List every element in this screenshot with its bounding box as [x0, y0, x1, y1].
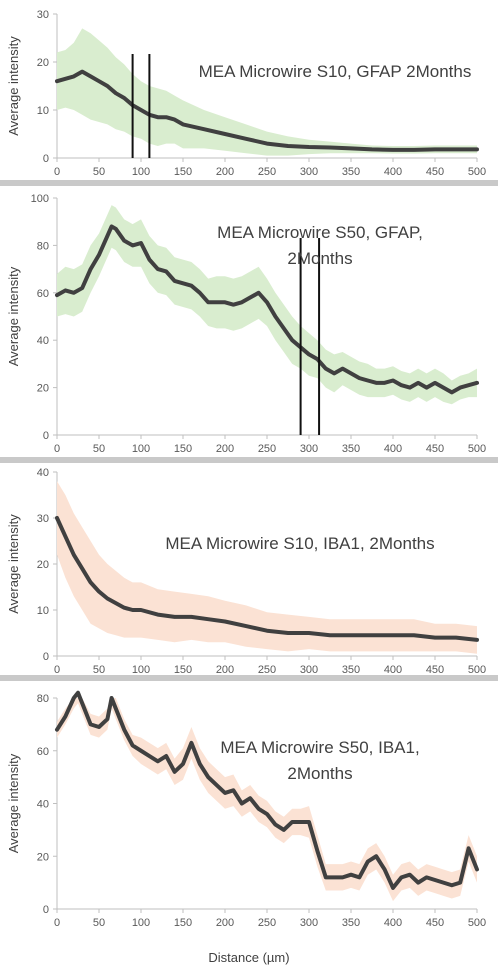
x-tick-label: 150: [174, 664, 192, 675]
chart-gfap-s50: 0 20 40 60 80 100 0 50 100 150 200 250 300 350 400 450 5…: [6, 193, 486, 455]
x-tick-label: 250: [258, 166, 276, 178]
chart-title: MEA Microwire S50, IBA1,: [220, 738, 419, 757]
x-tick-label: 300: [300, 443, 318, 455]
x-tick-label: 50: [93, 664, 105, 675]
x-tick-label: 150: [174, 166, 192, 178]
x-tick-label: 450: [426, 443, 444, 455]
y-tick-label: 20: [37, 383, 49, 395]
x-tick-label: 100: [132, 664, 150, 675]
x-tick-label: 150: [174, 917, 192, 929]
x-tick-label: 100: [132, 166, 150, 178]
y-tick-label: 0: [43, 651, 49, 663]
y-tick-label: 0: [43, 430, 49, 442]
chart-title: 2Months: [287, 764, 352, 783]
y-tick-label: 20: [37, 559, 49, 571]
x-tick-label: 400: [384, 166, 402, 178]
panel-divider: [0, 675, 498, 681]
x-tick-label: 200: [216, 664, 234, 675]
x-tick-label: 350: [342, 443, 360, 455]
x-tick-label: 400: [384, 664, 402, 675]
y-axis-label: Average intensity: [6, 753, 21, 853]
x-tick-label: 0: [54, 443, 60, 455]
x-tick-label: 0: [54, 917, 60, 929]
panel-divider: [0, 457, 498, 463]
y-axis-label: Average intensity: [6, 36, 21, 136]
y-tick-label: 40: [37, 335, 49, 347]
x-tick-label: 100: [132, 917, 150, 929]
y-tick-label: 40: [37, 467, 49, 479]
x-tick-label: 250: [258, 443, 276, 455]
y-tick-label: 10: [37, 605, 49, 617]
x-tick-label: 400: [384, 443, 402, 455]
y-tick-label: 40: [37, 799, 49, 811]
x-tick-label: 200: [216, 917, 234, 929]
y-tick-label: 0: [43, 904, 49, 916]
y-tick-label: 30: [37, 513, 49, 525]
y-axis-label: Average intensity: [6, 266, 21, 366]
y-tick-label: 20: [37, 851, 49, 863]
series-line: [55, 69, 479, 152]
chart-iba1-s50: 0 20 40 60 80 0 50 100 150 200 250 300 350 400 450 500 M…: [6, 690, 486, 929]
chart-panel-3: 0 10 20 30 40 0 50 100 150 200 250 300 350 400 450 500 M…: [0, 463, 498, 676]
y-tick-label: 30: [37, 9, 49, 21]
chart-title: MEA Microwire S50, GFAP,: [217, 223, 423, 242]
error-band: [57, 698, 477, 902]
x-axis-label: Distance (µm): [208, 950, 290, 965]
x-tick-label: 100: [132, 443, 150, 455]
chart-title: MEA Microwire S10, GFAP 2Months: [199, 62, 472, 81]
error-band: [57, 481, 477, 654]
y-axis-label: Average intensity: [6, 514, 21, 614]
series-line: [55, 516, 479, 642]
x-tick-label: 400: [384, 917, 402, 929]
x-tick-label: 300: [300, 166, 318, 178]
x-tick-label: 500: [468, 443, 486, 455]
x-tick-label: 0: [54, 664, 60, 675]
y-tick-label: 60: [37, 746, 49, 758]
x-tick-label: 350: [342, 166, 360, 178]
chart-panel-2: 0 20 40 60 80 100 0 50 100 150 200 250 300 350 400 450 5…: [0, 186, 498, 457]
x-tick-label: 500: [468, 664, 486, 675]
chart-panel-1: 0 10 20 30 0 50 100 150 200 250 300 350 400 450 500 MEA…: [0, 0, 498, 180]
x-tick-label: 450: [426, 917, 444, 929]
x-tick-label: 0: [54, 166, 60, 178]
y-tick-label: 80: [37, 240, 49, 252]
x-tick-label: 350: [342, 664, 360, 675]
chart-title: MEA Microwire S10, IBA1, 2Months: [165, 534, 434, 553]
series-line: [55, 224, 479, 395]
x-tick-label: 350: [342, 917, 360, 929]
x-tick-label: 50: [93, 443, 105, 455]
chart-panel-4: 0 20 40 60 80 0 50 100 150 200 250 300 350 400 450 500 M…: [0, 681, 498, 943]
y-tick-label: 0: [43, 153, 49, 165]
error-band: [57, 28, 477, 156]
x-tick-label: 200: [216, 443, 234, 455]
series-line: [55, 690, 479, 890]
x-tick-label: 300: [300, 664, 318, 675]
y-tick-label: 100: [31, 193, 49, 205]
x-tick-label: 500: [468, 166, 486, 178]
x-tick-label: 300: [300, 917, 318, 929]
y-tick-label: 60: [37, 288, 49, 300]
x-tick-label: 500: [468, 917, 486, 929]
x-tick-label: 450: [426, 664, 444, 675]
x-tick-label: 250: [258, 664, 276, 675]
x-tick-label: 50: [93, 166, 105, 178]
y-tick-label: 20: [37, 57, 49, 69]
chart-title: 2Months: [287, 249, 352, 268]
x-tick-label: 200: [216, 166, 234, 178]
x-tick-label: 250: [258, 917, 276, 929]
x-tick-label: 150: [174, 443, 192, 455]
x-tick-label: 450: [426, 166, 444, 178]
x-tick-label: 50: [93, 917, 105, 929]
panel-divider: [0, 180, 498, 186]
y-tick-label: 80: [37, 693, 49, 705]
y-tick-label: 10: [37, 105, 49, 117]
